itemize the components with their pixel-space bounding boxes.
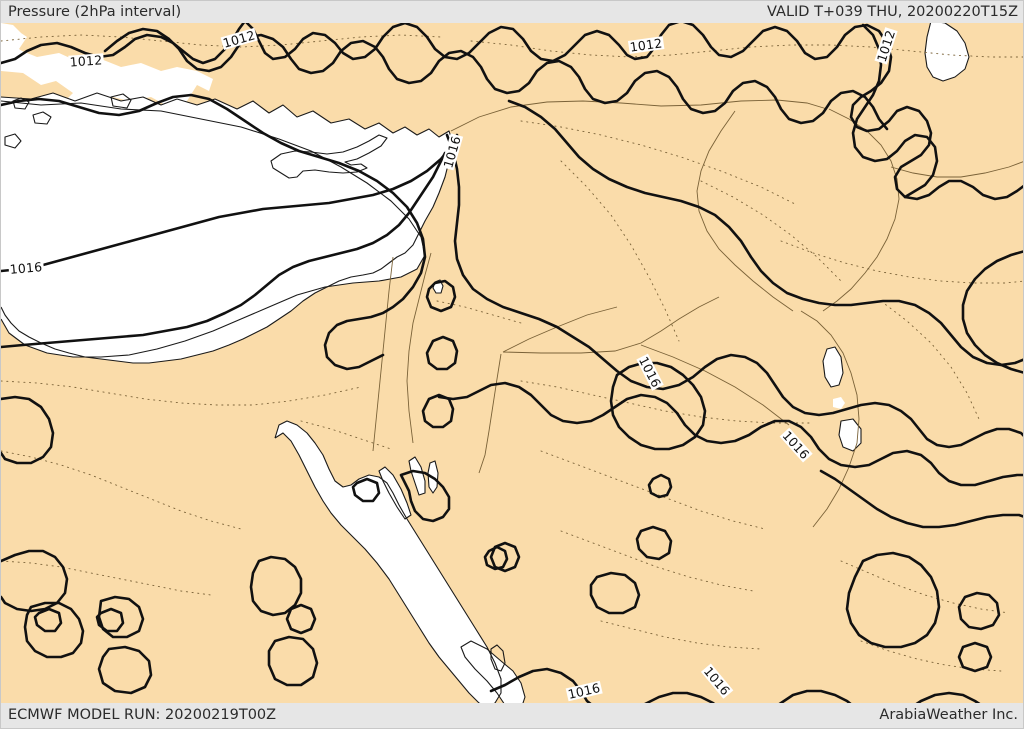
isobar-1016-egypt-d <box>97 595 145 639</box>
isobar-1016-gulf-c <box>957 641 993 673</box>
valid-time-label: VALID T+039 THU, 20200220T15Z <box>767 3 1018 20</box>
isobar-1012-iran <box>851 23 939 199</box>
isobar-1016-gulf <box>845 551 941 649</box>
isobar-1016-egypt <box>1 395 55 465</box>
coastline-layer <box>1 20 970 714</box>
isobar-1016-med-lower <box>1 151 447 349</box>
provider-credit-label: ArabiaWeather Inc. <box>879 707 1018 724</box>
persian-gulf <box>461 641 525 713</box>
red-sea <box>275 421 501 707</box>
isobar-1016-nile-b <box>267 635 319 687</box>
isobar-cell-f <box>33 607 63 633</box>
country-border-layer <box>372 99 1023 528</box>
isobar-sinai <box>399 469 451 523</box>
isobar-1014-turkey-east <box>507 99 1023 367</box>
lake-urmia <box>823 347 843 387</box>
isobar-cell-d <box>647 473 673 499</box>
isobar-cell-e <box>483 545 509 571</box>
cyprus-outline <box>270 134 388 179</box>
isobar-1014-syria <box>445 133 1023 449</box>
north-levantine-sea <box>1 101 425 357</box>
header-bar: Pressure (2hPa interval) VALID T+039 THU… <box>1 1 1023 23</box>
page-title: Pressure (2hPa interval) <box>8 3 182 20</box>
lake-tharthar <box>839 419 861 451</box>
sea-layer <box>1 21 969 713</box>
isobar-1016-egypt-b <box>1 549 69 613</box>
lake-van <box>833 397 845 409</box>
model-run-label: ECMWF MODEL RUN: 20200219T00Z <box>8 707 277 724</box>
isobar-sinai-e <box>351 477 381 503</box>
isobar-1016-gulf-b <box>957 591 1001 631</box>
black-sea <box>1 23 21 41</box>
isobar-cell-a <box>489 541 521 573</box>
isobar-sinai-d <box>425 279 457 313</box>
isobar-1018-east <box>961 250 1023 374</box>
mediterranean-sea <box>1 49 213 113</box>
footer-bar: ECMWF MODEL RUN: 20200219T00Z ArabiaWeat… <box>1 703 1023 728</box>
gulf-of-aqaba <box>409 457 425 495</box>
isobar-cell-b <box>635 525 673 561</box>
isobar-1014-iran-se <box>819 469 1023 529</box>
isobar-sinai-f <box>285 603 317 635</box>
gulf-of-suez <box>379 467 411 519</box>
isobar-sinai-b <box>421 393 455 429</box>
isobar-1016-arabia <box>437 381 1023 487</box>
isobar-cell-c <box>589 571 641 615</box>
isobar-1016-egypt-c <box>23 601 85 659</box>
isobar-sinai-c <box>425 335 459 371</box>
isobar-cell-g <box>95 607 125 633</box>
isobar-1014-levant <box>1 93 427 371</box>
caspian-sea <box>925 21 969 81</box>
isobar-1016-egypt-e <box>97 645 153 695</box>
isobar-1016-mediterranean <box>1 133 459 273</box>
